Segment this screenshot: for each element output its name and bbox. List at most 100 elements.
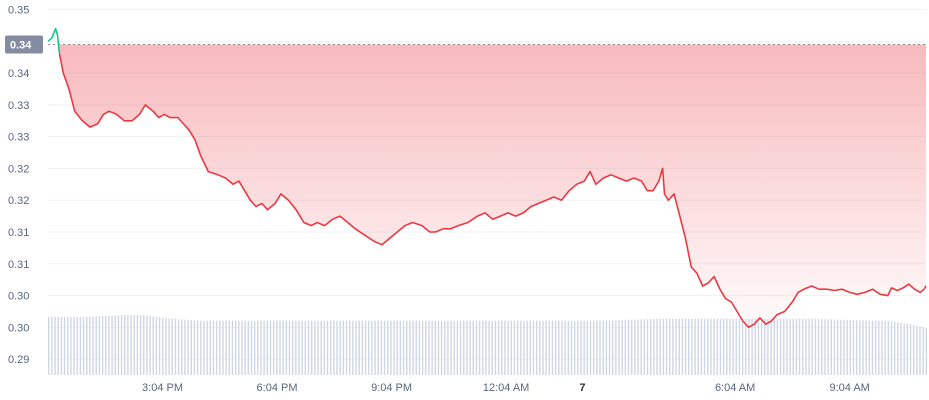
volume-bar xyxy=(402,320,405,375)
volume-bar xyxy=(564,320,566,375)
volume-bar xyxy=(580,320,582,375)
volume-bar xyxy=(307,320,310,375)
volume-bar xyxy=(627,319,630,375)
volume-bar xyxy=(282,320,284,375)
volume-bar xyxy=(304,320,307,375)
volume-bar xyxy=(798,318,801,375)
volume-bar xyxy=(681,318,684,375)
volume-bar xyxy=(105,315,107,375)
volume-bar xyxy=(592,320,595,375)
volume-bar xyxy=(516,320,519,375)
volume-bar xyxy=(314,320,316,375)
volume-bar xyxy=(70,316,72,375)
volume-bar xyxy=(697,318,699,375)
volume-bar xyxy=(203,320,205,375)
volume-bar xyxy=(463,320,465,375)
volume-bar xyxy=(108,315,110,375)
volume-bar xyxy=(615,320,617,375)
volume-bar xyxy=(811,318,813,375)
volume-bar xyxy=(634,319,636,375)
volume-bar xyxy=(808,318,810,375)
volume-bar xyxy=(773,318,775,375)
volume-bar xyxy=(434,320,436,375)
volume-bar xyxy=(789,318,791,375)
volume-bar xyxy=(646,319,649,375)
volume-bar xyxy=(703,318,706,375)
volume-bar xyxy=(92,316,94,375)
y-tick-label: 0.32 xyxy=(8,163,29,175)
volume-bar xyxy=(833,319,836,375)
volume-bar xyxy=(903,323,905,375)
volume-bar xyxy=(757,318,760,375)
volume-bar xyxy=(836,319,839,375)
volume-bar xyxy=(329,320,332,375)
volume-bar xyxy=(859,320,861,375)
volume-bar xyxy=(215,320,218,375)
volume-bar xyxy=(133,315,135,375)
volume-bar xyxy=(779,318,782,375)
volume-bar xyxy=(535,320,538,375)
volume-bar xyxy=(193,320,196,375)
volume-bar xyxy=(745,318,747,375)
volume-bar xyxy=(478,320,481,375)
volume-bar xyxy=(488,320,490,375)
volume-bar xyxy=(149,315,151,375)
volume-bar xyxy=(713,318,715,375)
volume-bar xyxy=(732,318,734,375)
volume-bar xyxy=(130,315,132,375)
volume-bar xyxy=(542,320,544,375)
volume-bar xyxy=(111,315,113,375)
volume-bar xyxy=(482,320,484,375)
volume-bar xyxy=(700,318,703,375)
volume-bar xyxy=(158,317,161,375)
volume-bar xyxy=(786,318,788,375)
volume-bar xyxy=(767,318,769,375)
volume-bar xyxy=(900,322,902,375)
volume-bar xyxy=(840,319,842,375)
volume-bar xyxy=(415,320,417,375)
volume-bar xyxy=(383,320,386,375)
volume-bar xyxy=(494,320,497,375)
volume-bar xyxy=(890,321,893,375)
volume-bar xyxy=(726,318,728,375)
volume-bar xyxy=(260,320,262,375)
price-line-down xyxy=(58,53,927,329)
volume-bar xyxy=(830,319,833,375)
volume-bar xyxy=(222,320,224,375)
volume-bar xyxy=(428,320,430,375)
x-tick-label: 12:04 AM xyxy=(483,382,529,394)
volume-bar xyxy=(269,320,272,375)
volume-bar xyxy=(653,318,655,375)
volume-bar xyxy=(469,320,471,375)
volume-bar xyxy=(501,320,503,375)
volume-bar xyxy=(301,320,303,375)
volume-bar xyxy=(599,320,601,375)
current-price-tag-text: 0.34 xyxy=(10,39,32,51)
y-tick-label: 0.34 xyxy=(8,68,29,80)
volume-bar xyxy=(694,318,696,375)
volume-bar xyxy=(497,320,500,375)
volume-bar xyxy=(298,320,300,375)
volume-bars xyxy=(48,315,928,375)
volume-bar xyxy=(358,320,360,375)
volume-bar xyxy=(719,318,722,375)
volume-bar xyxy=(573,320,576,375)
volume-bar xyxy=(279,320,281,375)
volume-bar xyxy=(387,320,389,375)
volume-bar xyxy=(187,319,189,375)
y-tick-label: 0.30 xyxy=(8,322,29,334)
volume-bar xyxy=(621,319,623,375)
volume-bar xyxy=(491,320,493,375)
volume-bar xyxy=(849,319,852,375)
volume-bar xyxy=(583,320,585,375)
volume-bar xyxy=(425,320,427,375)
volume-bar xyxy=(168,318,170,375)
volume-bar xyxy=(874,320,877,375)
volume-bar xyxy=(162,317,164,375)
volume-bar xyxy=(295,320,297,375)
volume-bar xyxy=(817,318,820,375)
volume-bar xyxy=(67,316,69,375)
volume-bar xyxy=(409,320,411,375)
volume-bar xyxy=(51,316,53,375)
